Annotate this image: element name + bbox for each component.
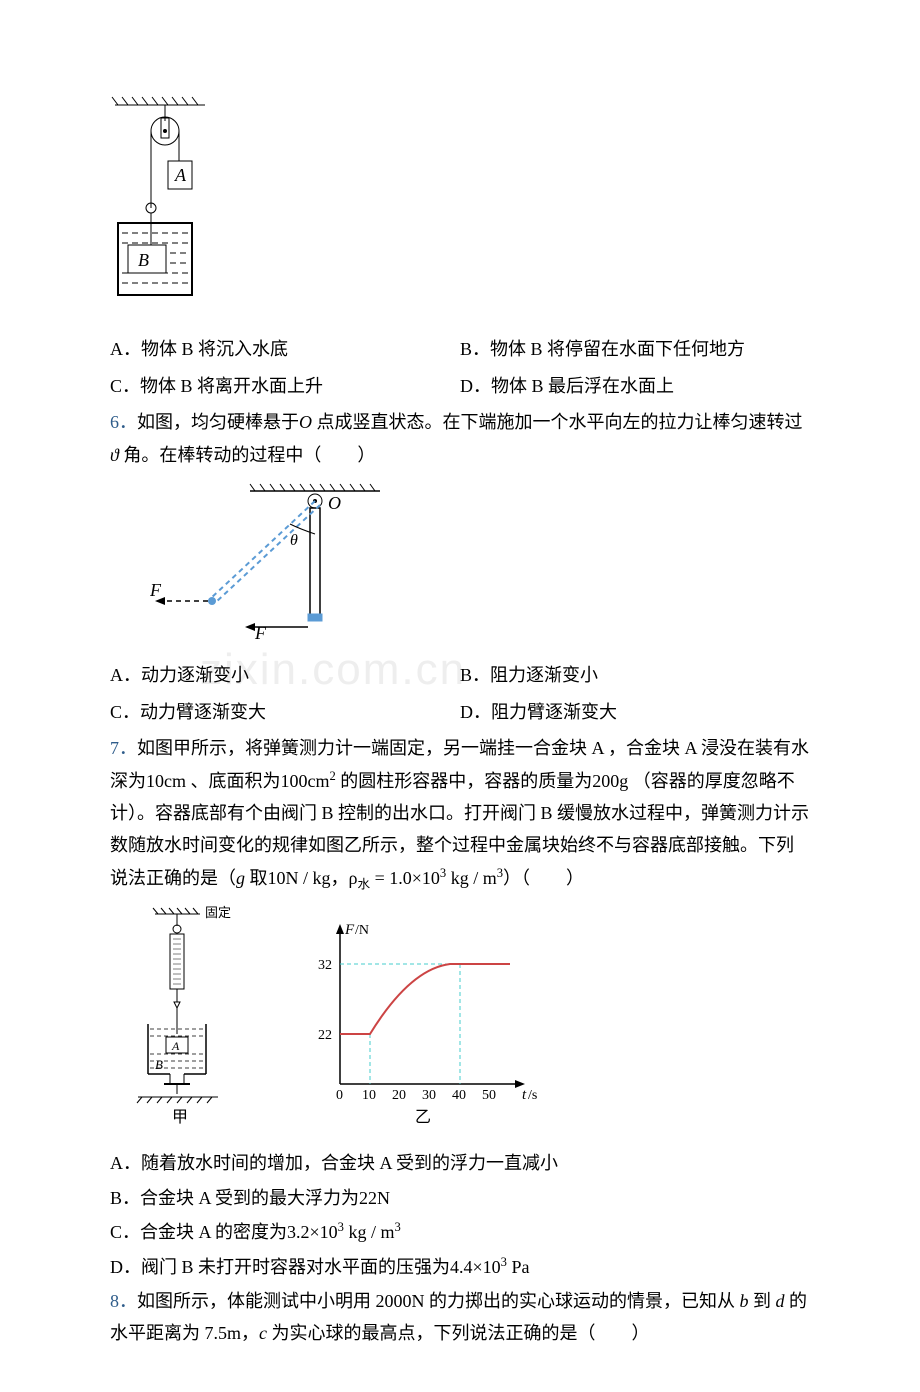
q6-t3: 角。在棒转动的过程中（ ） <box>119 445 376 465</box>
q8-c: c <box>259 1323 267 1343</box>
q6-option-d: D．阻力臂逐渐变大 <box>460 696 810 728</box>
q7-oc1: C．合金块 A 的密度为 <box>110 1222 287 1242</box>
q7-option-a: A．随着放水时间的增加，合金块 A 受到的浮力一直减小 <box>110 1147 810 1179</box>
svg-text:10: 10 <box>362 1088 376 1103</box>
svg-text:50: 50 <box>482 1088 496 1103</box>
svg-text:0: 0 <box>336 1088 343 1103</box>
q6-option-b: B．阻力逐渐变小 <box>460 659 810 691</box>
q7-water: 水 <box>357 877 370 891</box>
q7-od2: 4.4×10 <box>450 1257 501 1277</box>
q7-ft2: 10N / kg， <box>268 868 349 888</box>
svg-text:θ: θ <box>290 532 298 549</box>
svg-text:t: t <box>522 1087 527 1103</box>
q7-feq: = 1.0×10 <box>370 868 440 888</box>
q7-option-b: B．合金块 A 受到的最大浮力为22N <box>110 1182 810 1214</box>
q8-text: 8．如图所示，体能测试中小明用 2000N 的力掷出的实心球运动的情景，已知从 … <box>110 1285 810 1350</box>
q7-option-d: D．阀门 B 未打开时容器对水平面的压强为4.4×103 Pa <box>110 1251 810 1283</box>
q7-option-c: C．合金块 A 的密度为3.2×103 kg / m3 <box>110 1216 810 1248</box>
svg-text:40: 40 <box>452 1088 466 1103</box>
q5-options-row2: C．物体 B 将离开水面上升 D．物体 B 最后浮在水面上 <box>110 368 810 404</box>
q7-num: 7． <box>110 738 137 758</box>
q7-funit: kg / m <box>446 868 497 888</box>
q6-t1: 如图，均匀硬棒悬于 <box>137 412 299 432</box>
q7-t3: 100cm <box>281 771 330 791</box>
q6-option-c: C．动力臂逐渐变大 <box>110 696 460 728</box>
q6-O: O <box>299 412 312 432</box>
q8-d: d <box>776 1291 785 1311</box>
q5-option-d: D．物体 B 最后浮在水面上 <box>460 370 810 402</box>
q7-ob2: 22N <box>359 1188 390 1208</box>
q7-t2: 10cm 、底面积为 <box>146 771 281 791</box>
svg-text:固定: 固定 <box>205 905 231 920</box>
q5-option-b: B．物体 B 将停留在水面下任何地方 <box>460 333 810 365</box>
q8-t1: 如图所示，体能测试中小明用 2000N 的力掷出的实心球运动的情景，已知从 <box>137 1291 740 1311</box>
svg-text:O: O <box>328 493 341 513</box>
q6-text: 6．如图，均匀硬棒悬于O 点成竖直状态。在下端施加一个水平向左的拉力让棒匀速转过… <box>110 406 810 471</box>
svg-text:乙: 乙 <box>415 1109 431 1126</box>
q6-options-row2: C．动力臂逐渐变大 D．阻力臂逐渐变大 <box>110 694 810 730</box>
q7-t6: ）（ ） <box>503 868 584 888</box>
svg-text:/N: /N <box>355 923 369 938</box>
q6-t2: 点成竖直状态。在下端施加一个水平向左的拉力让棒匀速转过 <box>312 412 803 432</box>
q8-b: b <box>740 1291 749 1311</box>
svg-text:20: 20 <box>392 1088 406 1103</box>
q5-option-a: A．物体 B 将沉入水底 <box>110 333 460 365</box>
q7-oc2: 3.2×10 <box>287 1222 338 1242</box>
q8-num: 8． <box>110 1291 137 1311</box>
figure-q5: A B <box>110 93 810 323</box>
q5-option-c: C．物体 B 将离开水面上升 <box>110 370 460 402</box>
q6-options-row1: A．动力逐渐变小 B．阻力逐渐变小 <box>110 657 810 693</box>
svg-text:32: 32 <box>318 958 332 973</box>
q7-t4: 的圆柱形容器中，容器的质量为 <box>336 771 593 791</box>
q7-od1: D．阀门 B 未打开时容器对水平面的压强为 <box>110 1257 450 1277</box>
q7-oc3: kg / m <box>344 1222 395 1242</box>
svg-text:F: F <box>150 580 162 600</box>
q6-theta: ϑ <box>110 445 119 465</box>
svg-text:甲: 甲 <box>172 1109 188 1126</box>
q6-option-a: A．动力逐渐变小 <box>110 659 460 691</box>
svg-text:/s: /s <box>528 1088 537 1103</box>
label-a: A <box>174 165 187 185</box>
q7-ob1: B．合金块 A 受到的最大浮力为 <box>110 1188 359 1208</box>
svg-text:B: B <box>155 1057 163 1072</box>
q6-num: 6． <box>110 412 137 432</box>
q8-t2: 到 <box>749 1291 776 1311</box>
q7-od3: Pa <box>507 1257 530 1277</box>
svg-text:F: F <box>254 623 267 639</box>
label-b: B <box>138 250 149 270</box>
q7-ft1: 取 <box>245 868 268 888</box>
svg-text:F: F <box>344 922 355 938</box>
q5-options-row1: A．物体 B 将沉入水底 B．物体 B 将停留在水面下任何地方 <box>110 331 810 367</box>
q8-t4: 为实心球的最高点，下列说法正确的是（ ） <box>267 1323 650 1343</box>
svg-text:30: 30 <box>422 1088 436 1103</box>
q7-oc-sup2: 3 <box>394 1220 400 1234</box>
svg-text:22: 22 <box>318 1028 332 1043</box>
q7-g: g <box>236 868 245 888</box>
svg-text:A: A <box>171 1039 180 1053</box>
q7-text: 7．如图甲所示，将弹簧测力计一端固定，另一端挂一合金块 A ，合金块 A 浸没在… <box>110 732 810 896</box>
figure-q6: O θ F F <box>150 479 810 649</box>
figure-q7: 固定 B <box>130 904 810 1139</box>
